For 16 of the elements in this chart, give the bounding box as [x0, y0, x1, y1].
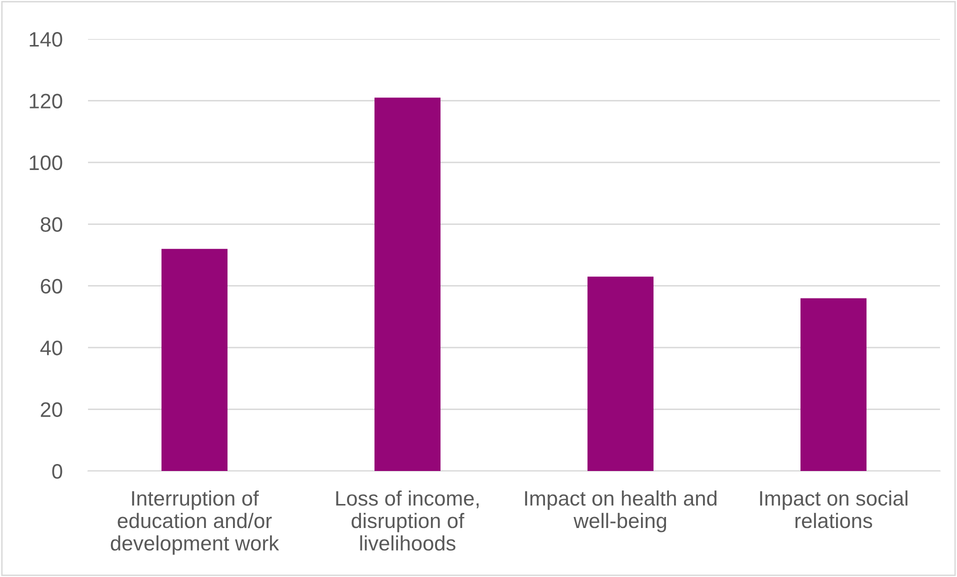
y-tick-label: 60 — [40, 278, 62, 294]
bar — [587, 276, 654, 471]
x-tick-label: Loss of income, disruption of livelihoods — [336, 490, 479, 551]
y-tick-label: 140 — [30, 32, 62, 47]
y-tick-label: 80 — [40, 217, 62, 232]
bar — [800, 298, 867, 471]
x-tick-label: Impact on health and well-being — [525, 490, 716, 532]
y-tick-label: 0 — [52, 464, 62, 479]
bar — [161, 248, 228, 471]
bar — [374, 98, 441, 471]
y-tick-label: 100 — [30, 155, 62, 170]
y-tick-label: 120 — [30, 94, 62, 108]
y-tick-label: 20 — [40, 402, 62, 418]
y-tick-label: 40 — [40, 340, 62, 356]
x-tick-label: Interruption of education and/or development work — [110, 490, 280, 555]
x-tick-label: Impact on social relations — [760, 490, 908, 528]
